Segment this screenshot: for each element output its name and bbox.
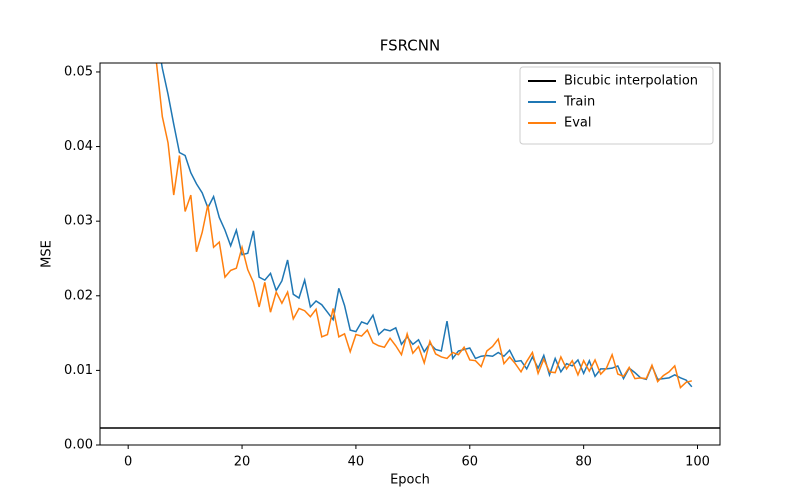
- x-tick-label: 100: [685, 455, 710, 470]
- y-tick-label: 0.01: [64, 363, 93, 378]
- x-tick-label: 60: [462, 455, 479, 470]
- y-tick-label: 0.05: [64, 64, 93, 79]
- series-line: [160, 63, 693, 388]
- x-tick-label: 0: [124, 455, 132, 470]
- y-axis-label: MSE: [40, 240, 55, 268]
- chart-title: FSRCNN: [380, 37, 440, 55]
- x-tick-label: 40: [348, 455, 365, 470]
- series-line: [155, 63, 693, 389]
- x-tick-label: 80: [575, 455, 592, 470]
- x-axis-label: Epoch: [390, 473, 430, 488]
- legend-label: Eval: [564, 116, 592, 131]
- legend-label: Bicubic interpolation: [564, 74, 698, 89]
- legend-label: Train: [563, 95, 595, 110]
- legend-box: [519, 66, 714, 145]
- y-tick-label: 0.04: [64, 139, 93, 154]
- plot-area: [100, 63, 720, 429]
- y-tick-label: 0.03: [64, 214, 93, 229]
- x-tick-label: 20: [234, 455, 251, 470]
- y-tick-label: 0.00: [64, 438, 93, 453]
- y-tick-label: 0.02: [64, 288, 93, 303]
- axes-frame: [99, 62, 721, 446]
